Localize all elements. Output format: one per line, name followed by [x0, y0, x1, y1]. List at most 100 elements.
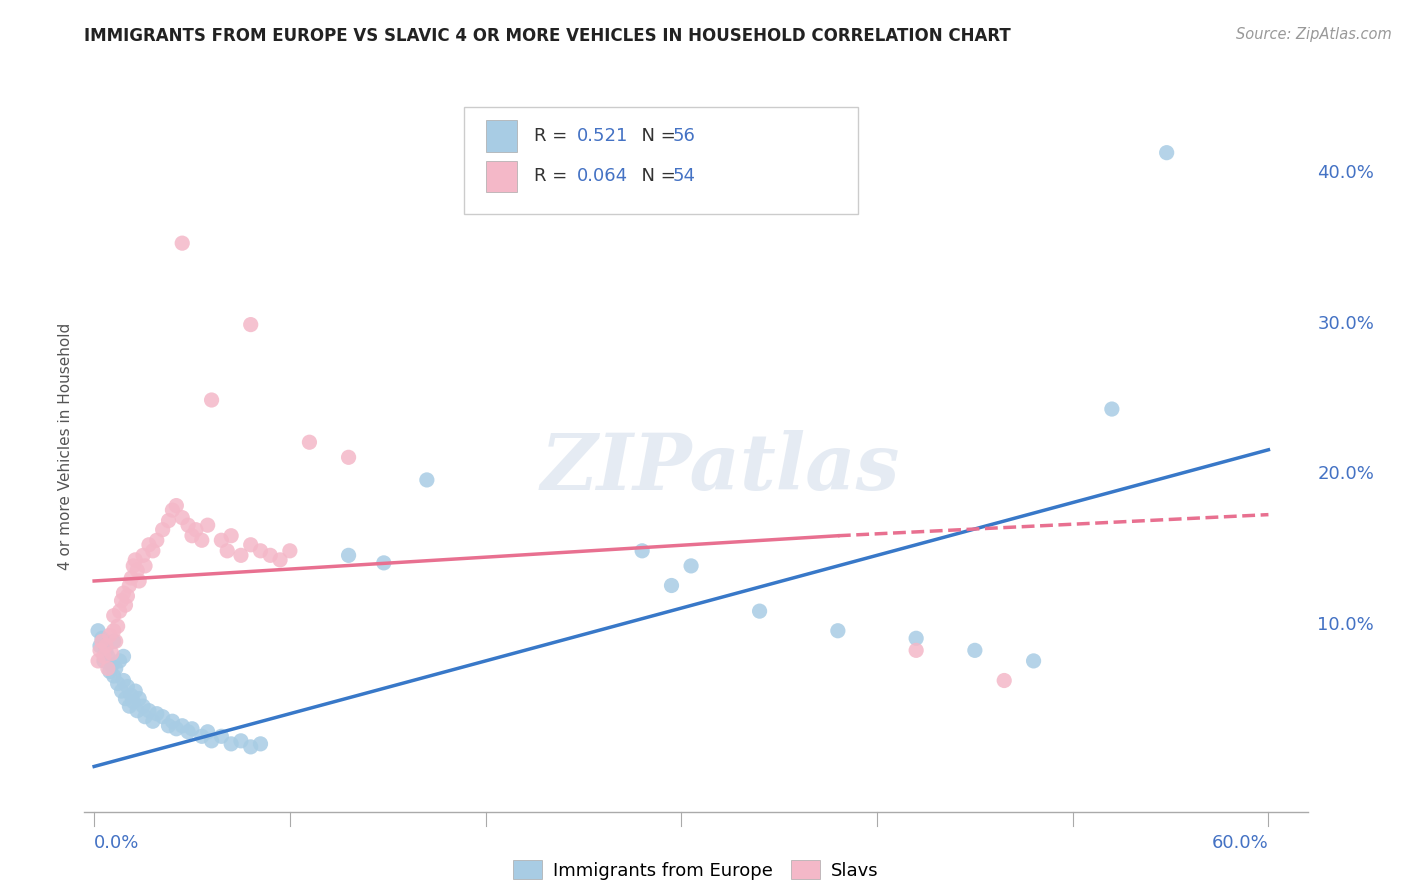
Point — [142, 714, 165, 729]
Point — [191, 729, 214, 743]
Point — [229, 734, 252, 748]
Y-axis label: 4 or more Vehicles in Household: 4 or more Vehicles in Household — [58, 322, 73, 570]
Point — [94, 643, 117, 657]
Point — [107, 676, 129, 690]
Text: R =: R = — [534, 127, 574, 145]
Point — [1101, 402, 1123, 417]
Point — [100, 658, 122, 673]
Point — [89, 643, 111, 657]
Point — [128, 691, 150, 706]
Point — [100, 646, 122, 660]
Point — [177, 724, 200, 739]
Point — [181, 722, 204, 736]
Point — [132, 549, 155, 563]
Point — [229, 549, 252, 563]
Point — [748, 604, 770, 618]
Point — [337, 549, 360, 563]
Point — [152, 523, 174, 537]
Point — [117, 680, 139, 694]
Point — [117, 589, 139, 603]
Point — [905, 632, 928, 646]
Point — [112, 673, 135, 688]
Point — [146, 706, 169, 721]
Point — [298, 435, 321, 450]
Point — [1022, 654, 1045, 668]
Point — [827, 624, 849, 638]
Point — [249, 737, 271, 751]
Point — [107, 619, 129, 633]
Text: ZIPatlas: ZIPatlas — [541, 430, 900, 506]
Point — [103, 624, 125, 638]
Point — [132, 699, 155, 714]
Point — [89, 639, 111, 653]
Point — [416, 473, 439, 487]
Point — [681, 558, 703, 573]
Point — [103, 669, 125, 683]
Point — [200, 392, 222, 407]
Text: N =: N = — [630, 127, 682, 145]
Point — [122, 558, 145, 573]
Point — [162, 714, 184, 729]
Point — [209, 533, 232, 548]
Point — [103, 608, 125, 623]
Point — [249, 544, 271, 558]
Point — [373, 556, 395, 570]
Point — [110, 684, 132, 698]
Point — [122, 695, 145, 709]
Point — [87, 624, 110, 638]
Point — [239, 318, 262, 332]
Point — [108, 654, 131, 668]
Point — [631, 544, 654, 558]
Point — [120, 689, 142, 703]
Point — [165, 722, 187, 736]
Point — [1156, 145, 1178, 160]
Point — [157, 719, 180, 733]
Point — [120, 571, 142, 585]
Point — [905, 643, 928, 657]
Point — [165, 499, 187, 513]
Point — [177, 518, 200, 533]
Point — [93, 649, 115, 664]
Point — [110, 593, 132, 607]
Text: 56: 56 — [672, 127, 695, 145]
Point — [108, 604, 131, 618]
Point — [278, 544, 301, 558]
Text: Source: ZipAtlas.com: Source: ZipAtlas.com — [1236, 27, 1392, 42]
Point — [134, 709, 156, 723]
Point — [162, 503, 184, 517]
Point — [239, 739, 262, 754]
Point — [114, 598, 136, 612]
Point — [152, 709, 174, 723]
Text: 54: 54 — [672, 167, 695, 186]
Point — [94, 639, 117, 653]
Point — [104, 661, 127, 675]
Point — [114, 691, 136, 706]
Point — [172, 719, 194, 733]
Text: IMMIGRANTS FROM EUROPE VS SLAVIC 4 OR MORE VEHICLES IN HOUSEHOLD CORRELATION CHA: IMMIGRANTS FROM EUROPE VS SLAVIC 4 OR MO… — [84, 27, 1011, 45]
Legend: Immigrants from Europe, Slavs: Immigrants from Europe, Slavs — [506, 853, 886, 887]
Point — [103, 634, 125, 648]
Point — [172, 236, 194, 251]
Point — [118, 699, 141, 714]
Point — [219, 737, 242, 751]
Point — [112, 649, 135, 664]
Point — [98, 665, 121, 679]
Point — [197, 518, 219, 533]
Point — [127, 704, 149, 718]
Point — [184, 523, 207, 537]
Point — [91, 634, 114, 648]
Point — [104, 634, 127, 648]
Point — [337, 450, 360, 465]
Point — [269, 553, 291, 567]
Point — [146, 533, 169, 548]
Point — [91, 632, 114, 646]
Point — [191, 533, 214, 548]
Point — [219, 529, 242, 543]
Point — [124, 553, 146, 567]
Point — [157, 514, 180, 528]
Point — [128, 574, 150, 588]
Point — [217, 544, 239, 558]
Point — [118, 578, 141, 592]
Point — [993, 673, 1015, 688]
Point — [200, 734, 222, 748]
